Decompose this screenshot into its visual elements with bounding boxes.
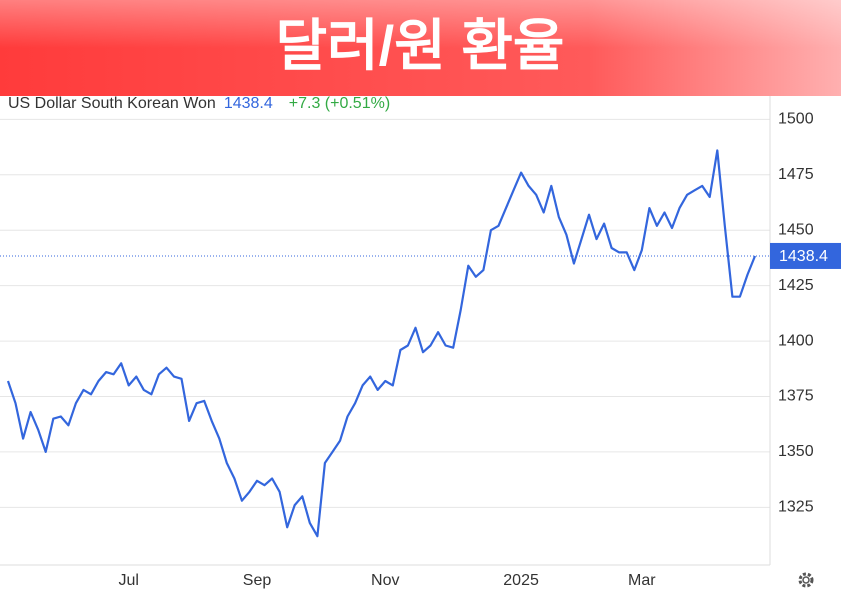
y-tick-label: 1475 — [778, 166, 814, 183]
y-tick-label: 1425 — [778, 277, 814, 294]
subtitle: US Dollar South Korean Won 1438.4 +7.3 (+0… — [8, 95, 390, 112]
y-tick-label: 1450 — [778, 221, 814, 238]
price-line — [6, 149, 757, 538]
x-tick-label: Nov — [371, 572, 399, 589]
x-tick-label: Sep — [243, 572, 272, 589]
x-tick-label: Mar — [628, 572, 656, 589]
y-tick-label: 1350 — [778, 443, 814, 460]
last-price-box — [770, 242, 841, 269]
banner-shine — [0, 0, 841, 96]
x-tick-label: 2025 — [503, 572, 539, 589]
x-tick-label: Jul — [119, 572, 139, 589]
settings-icon[interactable] — [798, 572, 814, 588]
instrument: US Dollar South Korean Won — [8, 95, 216, 112]
change: +7.3 (+0.51%) — [289, 95, 390, 112]
chart-title: 달러/원 환율 — [276, 14, 565, 77]
y-tick-label: 1325 — [778, 499, 814, 516]
y-tick-label: 1400 — [778, 332, 814, 349]
last-price: 1438.4 — [224, 95, 273, 112]
last-price-label: 1438.4 — [779, 248, 828, 265]
y-tick-label: 1500 — [778, 111, 814, 128]
plot: 1325 1350 1375 1400 1425 1450 1475 1500 Jul Sep No… — [0, 96, 814, 589]
y-tick-label: 1375 — [778, 388, 814, 405]
